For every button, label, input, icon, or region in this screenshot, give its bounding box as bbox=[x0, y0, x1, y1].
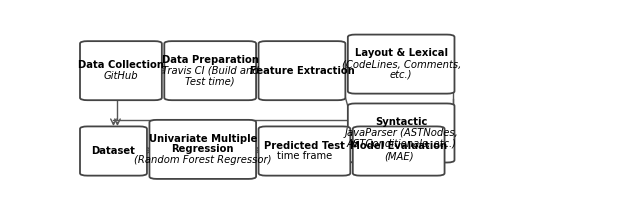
FancyBboxPatch shape bbox=[80, 41, 162, 100]
FancyBboxPatch shape bbox=[259, 127, 350, 176]
Text: JavaParser (ASTNodes,: JavaParser (ASTNodes, bbox=[344, 128, 458, 138]
FancyBboxPatch shape bbox=[353, 127, 445, 176]
Text: etc.): etc.) bbox=[390, 70, 412, 80]
FancyBboxPatch shape bbox=[259, 41, 346, 100]
Text: GitHub: GitHub bbox=[104, 71, 138, 81]
FancyBboxPatch shape bbox=[150, 120, 256, 179]
FancyBboxPatch shape bbox=[80, 127, 147, 176]
Text: Univariate Multiple: Univariate Multiple bbox=[148, 134, 257, 144]
Text: Predicted Test: Predicted Test bbox=[264, 141, 345, 151]
Text: Dataset: Dataset bbox=[92, 146, 136, 156]
Text: Regression: Regression bbox=[172, 144, 234, 154]
Text: Layout & Lexical: Layout & Lexical bbox=[355, 48, 447, 58]
Text: Test time): Test time) bbox=[186, 76, 235, 86]
Text: Feature Extraction: Feature Extraction bbox=[250, 66, 355, 76]
Text: time frame: time frame bbox=[277, 151, 332, 161]
Text: Syntactic: Syntactic bbox=[375, 117, 428, 127]
FancyBboxPatch shape bbox=[164, 41, 256, 100]
Text: (CodeLines, Comments,: (CodeLines, Comments, bbox=[342, 59, 461, 69]
Text: Data Collection: Data Collection bbox=[78, 60, 164, 70]
FancyBboxPatch shape bbox=[348, 35, 454, 94]
FancyBboxPatch shape bbox=[348, 104, 454, 163]
Text: (MAE): (MAE) bbox=[384, 151, 413, 161]
Text: ASTConditionals, etc.): ASTConditionals, etc.) bbox=[346, 139, 456, 149]
Text: Travis CI (Build and: Travis CI (Build and bbox=[162, 66, 259, 76]
Text: (Random Forest Regressor): (Random Forest Regressor) bbox=[134, 155, 271, 165]
Text: Model Evaluation: Model Evaluation bbox=[350, 141, 447, 151]
Text: Data Preparation: Data Preparation bbox=[162, 55, 259, 65]
